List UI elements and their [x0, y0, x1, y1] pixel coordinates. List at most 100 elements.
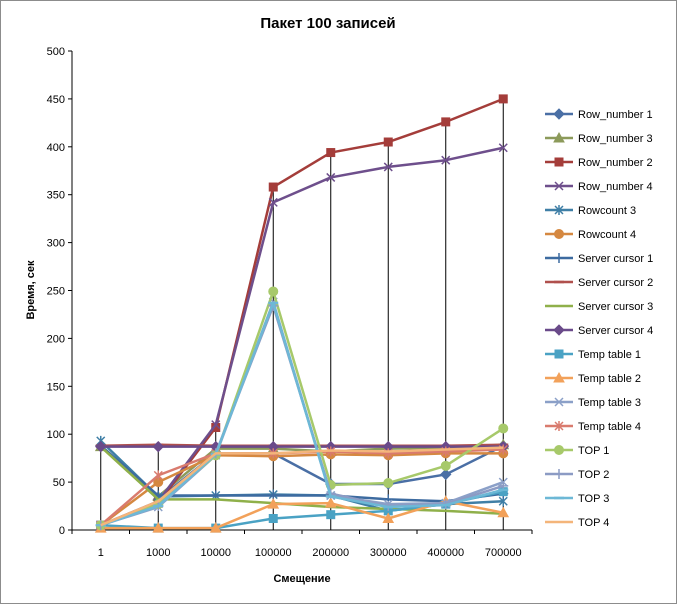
data-point: [440, 468, 452, 481]
x-tick-label: 300000: [370, 547, 407, 559]
legend-marker: [554, 397, 564, 407]
x-tick-label: 10000: [200, 547, 231, 559]
data-point: [152, 440, 164, 453]
x-tick-label: 1: [98, 547, 104, 559]
x-tick-label: 200000: [312, 547, 349, 559]
legend-marker: [554, 469, 564, 479]
legend-marker: [554, 349, 564, 359]
legend-entry: Server cursor 4: [545, 324, 653, 337]
legend-entry: Rowcount 4: [545, 229, 636, 241]
data-point: [209, 522, 222, 533]
data-point: [268, 182, 278, 192]
y-axis-title: Время, сек: [25, 260, 37, 320]
data-point: [382, 512, 395, 524]
data-point: [498, 423, 509, 434]
data-point: [440, 460, 451, 471]
legend-entry: Temp table 3: [545, 397, 641, 409]
x-tick-label: 400000: [427, 547, 464, 559]
y-tick-label: 50: [53, 477, 65, 489]
plot-area: 0 50 100 150 200 250 300 350 400 450 500 1 1000 10000…: [47, 46, 533, 559]
data-point: [498, 94, 508, 104]
data-point: [383, 137, 393, 147]
data-point: [441, 117, 451, 127]
legend-label: Temp table 2: [578, 373, 641, 385]
legend-entry: Row_number 2: [545, 157, 653, 169]
legend-label: Server cursor 3: [578, 301, 653, 313]
y-tick-label: 100: [47, 429, 65, 441]
legend-entry: Row_number 4: [545, 181, 653, 193]
data-point: [326, 510, 336, 520]
legend-label: Row_number 1: [578, 109, 653, 121]
series-line: [100, 452, 504, 527]
x-tick-label: 100000: [255, 547, 292, 559]
data-point: [383, 162, 393, 172]
x-axis-title: Смещение: [273, 573, 330, 585]
legend-label: Row_number 2: [578, 157, 653, 169]
legend-label: Temp table 1: [578, 349, 641, 361]
y-tick-label: 450: [47, 94, 65, 106]
y-tick-label: 300: [47, 238, 65, 250]
legend-entry: Server cursor 1: [545, 253, 653, 265]
x-tick-label: 1000: [146, 547, 170, 559]
legend-marker: [554, 205, 564, 215]
legend-entry: Temp table 2: [545, 371, 641, 385]
legend-label: Temp table 3: [578, 397, 641, 409]
data-point: [497, 506, 510, 518]
legend-entry: Server cursor 2: [545, 277, 653, 289]
legend-marker: [554, 229, 564, 239]
data-point: [211, 420, 221, 430]
legend-marker: [554, 157, 564, 167]
legend-label: Server cursor 2: [578, 277, 653, 289]
chart-title: Пакет 100 записей: [260, 15, 395, 32]
legend-entry: TOP 3: [545, 493, 609, 505]
legend-marker: [553, 324, 565, 336]
legend-label: Rowcount 4: [578, 229, 636, 241]
data-point: [383, 478, 394, 489]
data-point: [268, 286, 279, 297]
series-line: [100, 301, 504, 527]
data-point: [326, 172, 336, 182]
data-point: [326, 148, 336, 158]
y-tick-label: 250: [47, 286, 65, 298]
legend-entry: Server cursor 3: [545, 301, 653, 313]
series-18: [100, 446, 504, 527]
y-tick-label: 400: [47, 142, 65, 154]
y-tick-label: 200: [47, 333, 65, 345]
legend-label: Server cursor 1: [578, 253, 653, 265]
legend-marker: [553, 108, 565, 120]
data-point: [324, 497, 337, 508]
legend-label: Temp table 4: [578, 421, 641, 433]
data-point: [153, 470, 163, 481]
legend-marker: [554, 253, 564, 263]
series-line: [100, 300, 504, 527]
series-line: [100, 446, 504, 527]
legend-label: TOP 4: [578, 517, 609, 529]
legend-label: Rowcount 3: [578, 205, 636, 217]
data-point: [152, 522, 165, 533]
legend-marker: [554, 421, 564, 431]
legend-entry: Rowcount 3: [545, 205, 636, 217]
y-tick-label: 350: [47, 190, 65, 202]
x-tick-label: 700000: [485, 547, 522, 559]
legend-label: TOP 1: [578, 445, 609, 457]
series-line: [100, 304, 504, 527]
data-point: [441, 155, 451, 165]
y-tick-label: 150: [47, 381, 65, 393]
legend-entry: Temp table 1: [545, 349, 641, 361]
legend: Row_number 1 Row_number 3 Row_number 2 Row_…: [545, 108, 653, 529]
data-point: [268, 514, 278, 524]
legend-label: Row_number 3: [578, 133, 653, 145]
legend-entry: Temp table 4: [545, 421, 641, 433]
series-line: [100, 146, 504, 527]
y-tick-label: 500: [47, 46, 65, 58]
legend-entry: TOP 2: [545, 469, 609, 481]
series-line: [99, 448, 504, 527]
series-line: [100, 290, 504, 527]
legend-entry: TOP 4: [545, 517, 609, 529]
legend-marker: [553, 131, 565, 143]
legend-entry: Row_number 1: [545, 108, 653, 121]
legend-marker: [553, 371, 565, 383]
legend-label: Server cursor 4: [578, 325, 653, 337]
